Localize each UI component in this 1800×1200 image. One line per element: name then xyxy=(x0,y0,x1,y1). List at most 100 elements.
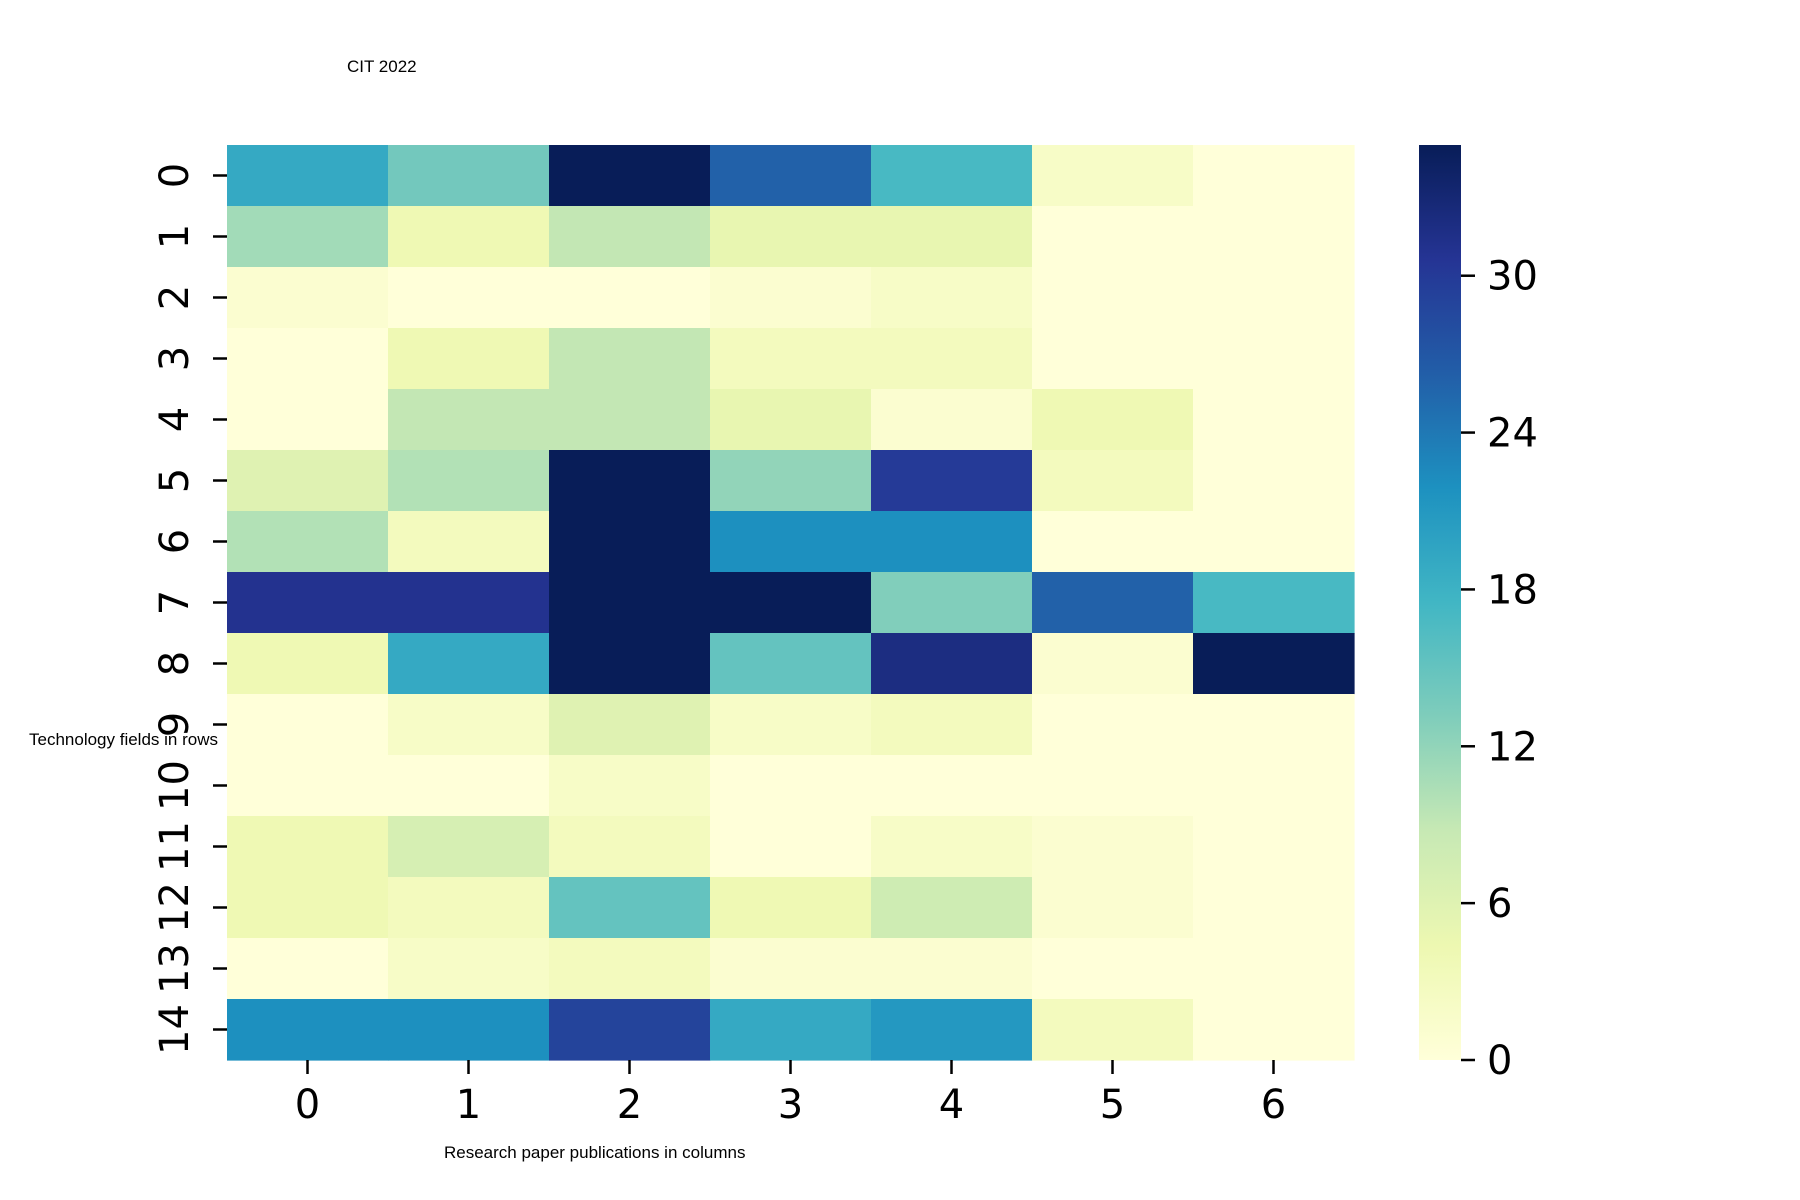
heatmap-cell xyxy=(710,633,872,695)
heatmap-cell xyxy=(388,145,550,207)
heatmap-cell xyxy=(1032,633,1194,695)
colorbar-tick-label: 12 xyxy=(1487,724,1538,770)
y-tick-label: 10 xyxy=(152,760,198,811)
heatmap-cell xyxy=(871,267,1033,329)
heatmap-cell xyxy=(871,755,1033,817)
y-tick-label: 0 xyxy=(152,163,198,188)
heatmap-cell xyxy=(1193,999,1355,1061)
heatmap-cell xyxy=(388,694,550,756)
x-tick-label: 4 xyxy=(939,1082,964,1128)
heatmap-cell xyxy=(227,267,389,329)
heatmap-cell xyxy=(710,816,872,878)
heatmap-cell xyxy=(227,938,389,1000)
heatmap-cell xyxy=(549,450,711,512)
heatmap-cell xyxy=(227,633,389,695)
heatmap-cell xyxy=(388,328,550,390)
heatmap-cell xyxy=(549,206,711,268)
heatmap-cell xyxy=(1193,938,1355,1000)
heatmap-cell xyxy=(871,999,1033,1061)
heatmap-cell xyxy=(388,511,550,573)
heatmap-cell xyxy=(1193,145,1355,207)
heatmap-cell xyxy=(1193,328,1355,390)
heatmap-cell xyxy=(549,328,711,390)
heatmap-cell xyxy=(710,389,872,451)
heatmap-cell xyxy=(1032,267,1194,329)
heatmap-cell xyxy=(871,877,1033,939)
heatmap-cell xyxy=(227,206,389,268)
heatmap-cell xyxy=(1032,816,1194,878)
y-tick-label: 5 xyxy=(152,468,198,493)
heatmap-cell xyxy=(227,999,389,1061)
heatmap-cell xyxy=(388,450,550,512)
x-tick-label: 0 xyxy=(295,1082,320,1128)
x-tick-label: 2 xyxy=(617,1082,642,1128)
heatmap-cell xyxy=(871,206,1033,268)
heatmap-cell xyxy=(549,694,711,756)
y-tick-label: 9 xyxy=(152,712,198,737)
colorbar-tick-label: 30 xyxy=(1487,254,1538,300)
heatmap-cell xyxy=(871,694,1033,756)
heatmap-cell xyxy=(549,511,711,573)
heatmap-cell xyxy=(227,816,389,878)
heatmap-cell xyxy=(388,877,550,939)
heatmap-cell xyxy=(871,816,1033,878)
heatmap-cell xyxy=(549,755,711,817)
heatmap-cell xyxy=(1193,755,1355,817)
y-tick-label: 8 xyxy=(152,651,198,676)
heatmap-cell xyxy=(1032,511,1194,573)
heatmap-cell xyxy=(227,328,389,390)
x-axis: 0 1 2 3 4 5 6 xyxy=(295,1060,1286,1128)
heatmap-cell xyxy=(227,450,389,512)
heatmap-cell xyxy=(1193,633,1355,695)
y-tick-label: 4 xyxy=(152,407,198,432)
heatmap-cell xyxy=(710,755,872,817)
x-tick-label: 6 xyxy=(1261,1082,1286,1128)
heatmap-cell xyxy=(388,633,550,695)
heatmap-cell xyxy=(1032,450,1194,512)
heatmap-cell xyxy=(227,511,389,573)
colorbar xyxy=(1419,145,1461,1060)
heatmap-cell xyxy=(710,694,872,756)
heatmap-cell xyxy=(227,755,389,817)
heatmap-cell xyxy=(1193,816,1355,878)
x-axis-label: Research paper publications in columns xyxy=(444,1143,745,1162)
heatmap-cell xyxy=(871,633,1033,695)
y-tick-label: 3 xyxy=(152,346,198,371)
heatmap-cell xyxy=(1193,877,1355,939)
heatmap-cell xyxy=(549,389,711,451)
heatmap-cell xyxy=(1032,389,1194,451)
y-tick-label: 7 xyxy=(152,590,198,615)
colorbar-tick-label: 18 xyxy=(1487,567,1538,613)
heatmap-cell xyxy=(388,999,550,1061)
colorbar-ticks: 0 6 12 18 24 30 xyxy=(1461,254,1538,1084)
chart-title: CIT 2022 xyxy=(347,57,417,76)
heatmap-cell xyxy=(388,755,550,817)
y-tick-label: 13 xyxy=(152,943,198,994)
heatmap-cell xyxy=(549,938,711,1000)
colorbar-tick-label: 0 xyxy=(1487,1038,1512,1084)
heatmap-cell xyxy=(871,450,1033,512)
heatmap-cell xyxy=(227,389,389,451)
heatmap-cell xyxy=(710,145,872,207)
heatmap-cell xyxy=(1193,511,1355,573)
heatmap-cell xyxy=(871,145,1033,207)
heatmap-cell xyxy=(1193,267,1355,329)
heatmap-cell xyxy=(549,999,711,1061)
colorbar-tick-label: 24 xyxy=(1487,411,1538,457)
heatmap-cell xyxy=(227,694,389,756)
heatmap-cell xyxy=(1032,206,1194,268)
heatmap-cell xyxy=(388,389,550,451)
heatmap-cell xyxy=(549,816,711,878)
heatmap-cell xyxy=(710,206,872,268)
heatmap-cell xyxy=(1193,572,1355,634)
heatmap-cell xyxy=(710,267,872,329)
x-tick-label: 3 xyxy=(778,1082,803,1128)
y-tick-label: 6 xyxy=(152,529,198,554)
heatmap-cell xyxy=(549,572,711,634)
heatmap-cell xyxy=(1032,755,1194,817)
heatmap-cell xyxy=(710,450,872,512)
heatmap-cell xyxy=(549,877,711,939)
heatmap-cell xyxy=(1193,206,1355,268)
